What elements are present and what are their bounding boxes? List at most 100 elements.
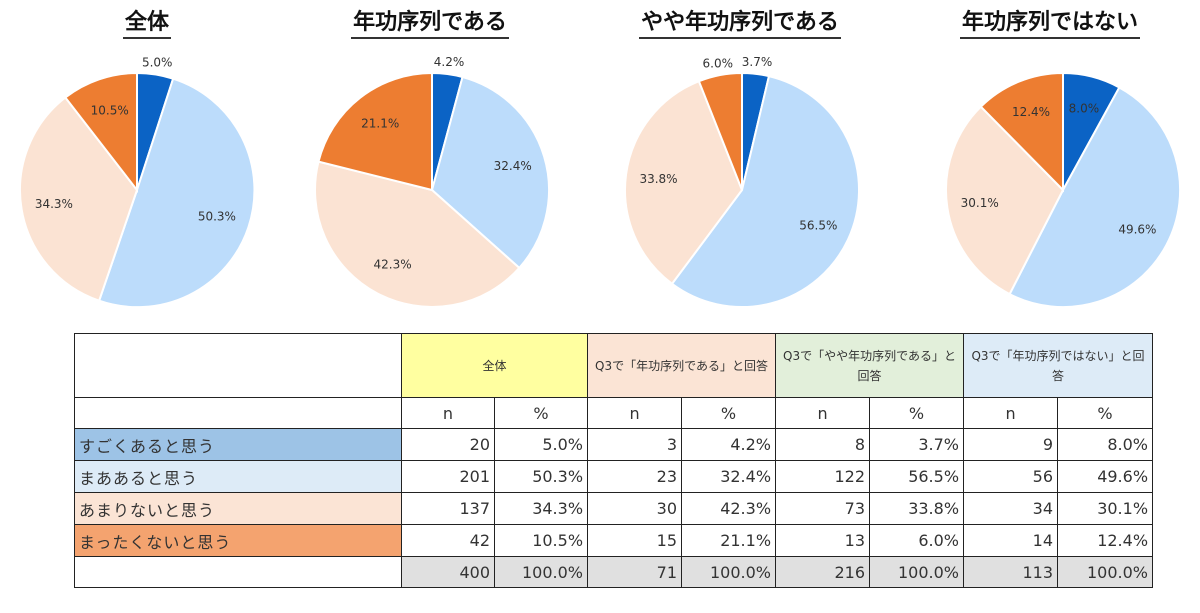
pie-data-label: 4.2% [434,55,465,69]
group-header-seniority: Q3で「年功序列である」と回答 [587,333,777,398]
pie-title: 全体 [0,4,297,39]
table-cell: 137 [401,492,495,525]
total-cell: 100.0% [869,556,965,588]
group-header-overall: 全体 [400,333,589,398]
sub-header-n: n [963,397,1059,429]
table-cell: 32.4% [681,460,777,493]
table-row: まああると思う 201 50.3% 23 32.4% 122 56.5% 56 … [74,460,1154,493]
table-cell: 15 [587,524,683,557]
pie-panel-overall: 全体 5.0% 50.3% 34.3% 10.5% [0,0,297,320]
table-cell: 12.4% [1057,524,1154,557]
pie-data-label: 12.4% [1012,105,1050,119]
pie-chart-overall: 5.0% 50.3% 34.3% 10.5% [19,56,256,309]
sub-header-n: n [587,397,683,429]
table-cell: 33.8% [869,492,965,525]
total-cell: 216 [775,556,871,588]
table-cell: 34.3% [493,492,589,525]
table-total-row: 400 100.0% 71 100.0% 216 100.0% 113 100.… [74,556,1154,588]
table-cell: 42 [401,524,495,557]
table-cell: 20 [401,428,495,461]
table-cell: 8.0% [1057,428,1154,461]
table-row: まったくないと思う 42 10.5% 15 21.1% 13 6.0% 14 1… [74,524,1154,557]
slice-somewhat [430,75,550,270]
pie-chart-somewhat-seniority: 3.7% 56.5% 33.8% 6.0% [624,55,860,308]
table-cell: 21.1% [681,524,777,557]
total-cell: 100.0% [681,556,777,588]
table-cell: 30.1% [1057,492,1154,525]
slice-not-at-all [63,71,138,193]
table-cell: 13 [775,524,871,557]
sub-header-percent: % [493,397,589,429]
table-row: すごくあると思う 20 5.0% 3 4.2% 8 3.7% 9 8.0% [74,428,1154,461]
table-cell: 5.0% [493,428,589,461]
row-label-somewhat: まああると思う [74,460,402,493]
pie-panel-not-seniority: 年功序列ではない 8.0% 49.6% 30.1% 12.4% [900,0,1200,320]
row-label-not-much: あまりないと思う [74,492,402,525]
slice-not-at-all [697,71,743,191]
slice-not-much [945,105,1065,296]
pie-panel-seniority: 年功序列である 4.2% 32.4% 42.3% 21.1% [280,0,580,320]
table-cell: 14 [963,524,1059,557]
pie-data-label: 10.5% [91,103,129,117]
sub-header-percent: % [869,397,965,429]
table-corner-cell [74,333,402,398]
table-cell: 34 [963,492,1059,525]
pie-data-label: 34.3% [35,197,73,211]
total-cell: 100.0% [493,556,589,588]
pie-data-label: 8.0% [1069,101,1100,115]
table-cell: 9 [963,428,1059,461]
group-header-not-seniority: Q3で「年功序列ではない」と回答 [963,333,1154,398]
total-label-blank [74,556,402,588]
table-sub-header-row: n % n % n % n % [74,397,1154,429]
pie-data-label: 30.1% [961,196,999,210]
pie-data-label: 56.5% [799,219,837,233]
total-cell: 400 [401,556,495,588]
pie-title: やや年功序列である [590,4,890,39]
pie-data-label: 49.6% [1118,223,1156,237]
table-cell: 30 [587,492,683,525]
table-cell: 23 [587,460,683,493]
sub-header-percent: % [1057,397,1154,429]
group-header-somewhat-seniority: Q3で「やや年功序列である」と回答 [775,333,965,398]
table-cell: 201 [401,460,495,493]
total-cell: 113 [963,556,1059,588]
total-cell: 100.0% [1057,556,1154,588]
row-label-very-much: すごくあると思う [74,428,402,461]
table-cell: 3 [587,428,683,461]
slice-not-at-all [317,71,433,192]
table-cell: 50.3% [493,460,589,493]
pie-data-label: 6.0% [703,56,734,70]
pie-data-label: 50.3% [198,210,236,224]
total-cell: 71 [587,556,683,588]
pie-title: 年功序列ではない [900,4,1200,39]
slice-somewhat [97,77,256,309]
table-cell: 3.7% [869,428,965,461]
sub-header-n: n [775,397,871,429]
pie-data-label: 21.1% [361,117,399,131]
row-label-not-at-all: まったくないと思う [74,524,402,557]
pie-panel-somewhat-seniority: やや年功序列である 3.7% 56.5% 33.8% 6.0% [590,0,890,320]
table-cell: 10.5% [493,524,589,557]
table-cell: 6.0% [869,524,965,557]
pie-data-label: 3.7% [742,55,773,69]
sub-header-percent: % [681,397,777,429]
pie-data-label: 32.4% [494,159,532,173]
slice-somewhat [1008,86,1182,309]
pie-title: 年功序列である [280,4,580,39]
table-cell: 49.6% [1057,460,1154,493]
sub-header-n: n [401,397,495,429]
table-cell: 56 [963,460,1059,493]
table-cell: 122 [775,460,871,493]
table-cell: 73 [775,492,871,525]
pie-chart-not-seniority: 8.0% 49.6% 30.1% 12.4% [945,71,1182,309]
slice-not-much [314,160,521,308]
table-group-header-row: 全体 Q3で「年功序列である」と回答 Q3で「やや年功序列である」と回答 Q3で… [74,333,1154,398]
pie-data-label: 33.8% [639,172,677,186]
table-row: あまりないと思う 137 34.3% 30 42.3% 73 33.8% 34 … [74,492,1154,525]
slice-not-much [624,79,744,286]
table-cell: 42.3% [681,492,777,525]
pie-chart-seniority: 4.2% 32.4% 42.3% 21.1% [314,55,550,308]
table-cell: 4.2% [681,428,777,461]
slice-somewhat [670,74,860,308]
pie-data-label: 42.3% [374,257,412,271]
